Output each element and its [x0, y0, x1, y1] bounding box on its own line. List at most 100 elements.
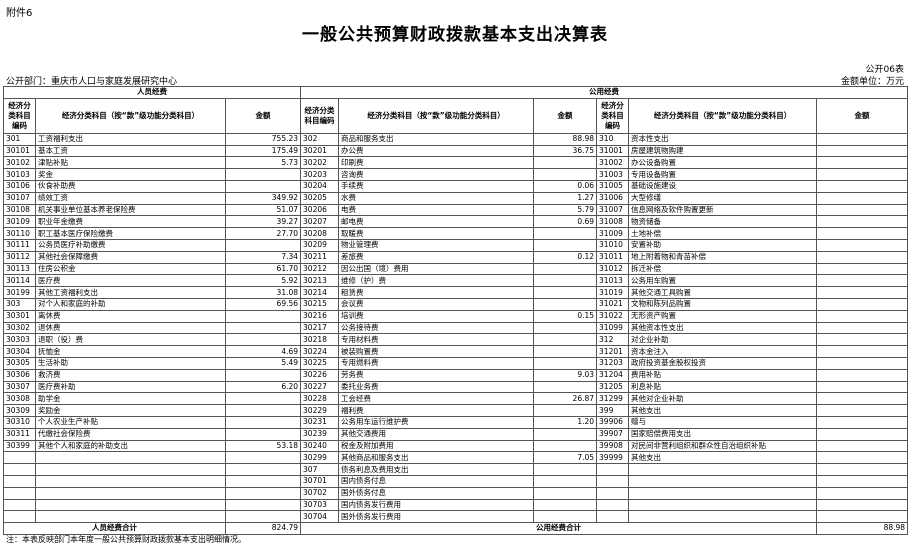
amount-cell: 39.27 [224, 215, 302, 229]
code-cell: 302 [300, 132, 340, 146]
code-cell: 31021 [596, 297, 630, 311]
amount-cell: 61.70 [224, 262, 302, 276]
table-row: 30110 职工基本医疗保险缴费 27.70 30208 取暖费 31009 土地补偿 [3, 227, 909, 240]
code-cell: 31203 [596, 356, 630, 370]
amount-cell [533, 262, 598, 276]
code-cell: 30209 [300, 238, 340, 252]
amount-cell [224, 463, 302, 476]
name-cell: 职工基本医疗保险缴费 [35, 227, 226, 240]
code-cell: 30307 [3, 380, 36, 394]
name-cell [628, 463, 818, 476]
amount-cell [816, 333, 909, 347]
name-cell: 资本金注入 [628, 345, 818, 358]
table-row: 30302 退休费 30217 公务接待费 31099 其他资本性支出 [3, 321, 909, 335]
name-cell: 文物和陈列品购置 [628, 297, 818, 311]
amount-cell [533, 297, 598, 311]
table-row: 30307 医疗费补助 6.20 30227 委托业务费 31205 利息补贴 [3, 380, 909, 394]
amount-cell [533, 227, 598, 240]
name-cell: 奖金 [35, 168, 226, 181]
code-cell: 30203 [300, 168, 340, 181]
amount-cell: 4.69 [224, 345, 302, 358]
title: 一般公共预算财政拨款基本支出决算表 [302, 25, 608, 45]
code-cell: 30227 [300, 380, 340, 394]
expense-table: 人员经费 公用经费 经济分类科目编码 经济分类科目（按“款”级功能分类科目） 金额经… [2, 86, 909, 535]
code-cell [596, 463, 630, 476]
column-header: 金额 [224, 97, 302, 134]
code-cell: 31099 [596, 321, 630, 335]
code-cell [596, 474, 630, 488]
table-row: 30301 离休费 30216 培训费 0.15 31022 无形资产购置 [3, 309, 909, 323]
name-cell: 伙食补助费 [35, 179, 226, 193]
name-cell: 基础设施建设 [628, 179, 818, 193]
amount-cell [816, 380, 909, 394]
name-cell [35, 474, 226, 488]
name-cell [628, 474, 818, 488]
code-cell: 30305 [3, 356, 36, 370]
code-cell: 30212 [300, 262, 340, 276]
table-row: 30101 基本工资 175.49 30201 办公费 36.75 31001 房屋建筑物购建 [3, 144, 909, 158]
column-header: 经济分类科目编码 [300, 97, 340, 134]
code-cell [596, 510, 630, 524]
amount-cell [816, 510, 909, 524]
code-cell: 30213 [300, 274, 340, 288]
amount-cell [816, 191, 909, 205]
amount-cell [224, 179, 302, 193]
name-cell: 津贴补贴 [35, 156, 226, 170]
amount-cell: 27.70 [224, 227, 302, 240]
code-cell: 30202 [300, 156, 340, 170]
name-cell: 邮电费 [338, 215, 535, 229]
amount-cell: 26.87 [533, 392, 598, 406]
name-cell: 办公设备购置 [628, 156, 818, 170]
name-cell: 医疗费 [35, 274, 226, 288]
code-cell: 31009 [596, 227, 630, 240]
code-cell: 31204 [596, 368, 630, 382]
amount-cell [533, 486, 598, 500]
column-header: 经济分类科目（按“款”级功能分类科目） [35, 97, 226, 134]
name-cell: 福利费 [338, 404, 535, 417]
code-cell [3, 510, 36, 524]
name-cell [35, 498, 226, 512]
amount-cell [816, 227, 909, 240]
code-cell: 31007 [596, 203, 630, 217]
amount-cell: 5.79 [533, 203, 598, 217]
note: 注：本表反映部门本年度一般公共预算财政拨款基本支出明细情况。 [6, 535, 246, 544]
amount-cell [533, 345, 598, 358]
amount-cell [533, 356, 598, 370]
name-cell [628, 498, 818, 512]
code-cell: 30240 [300, 439, 340, 453]
name-cell: 工会经费 [338, 392, 535, 406]
name-cell: 安置补助 [628, 238, 818, 252]
name-cell: 其他工资福利支出 [35, 286, 226, 299]
amount-cell [533, 238, 598, 252]
amount-cell [533, 474, 598, 488]
amount-cell: 5.92 [224, 274, 302, 288]
code-cell: 30228 [300, 392, 340, 406]
name-cell: 印刷费 [338, 156, 535, 170]
amount-cell [533, 510, 598, 524]
amount-cell [224, 474, 302, 488]
code-cell: 31011 [596, 250, 630, 264]
code-cell [3, 451, 36, 465]
unit: 金额单位：万元 [840, 77, 904, 87]
name-cell: 委托业务费 [338, 380, 535, 394]
name-cell: 其他商品和服务支出 [338, 451, 535, 465]
name-cell: 绩效工资 [35, 191, 226, 205]
amount-cell: 175.49 [224, 144, 302, 158]
code-cell [3, 474, 36, 488]
code-cell: 30107 [3, 191, 36, 205]
amount-cell [224, 415, 302, 429]
amount-cell: 755.23 [224, 132, 302, 146]
amount-cell [224, 451, 302, 465]
amount-cell: 0.69 [533, 215, 598, 229]
amount-cell: 69.56 [224, 297, 302, 311]
amount-cell [816, 427, 909, 441]
code-cell: 30201 [300, 144, 340, 158]
name-cell: 租赁费 [338, 286, 535, 299]
name-cell: 信息网络及软件购置更新 [628, 203, 818, 217]
table-row: 30309 奖励金 30229 福利费 399 其他支出 [3, 404, 909, 417]
name-cell: 基本工资 [35, 144, 226, 158]
amount-cell [816, 498, 909, 512]
amount-cell [533, 333, 598, 347]
name-cell: 奖励金 [35, 404, 226, 417]
code-cell: 30206 [300, 203, 340, 217]
